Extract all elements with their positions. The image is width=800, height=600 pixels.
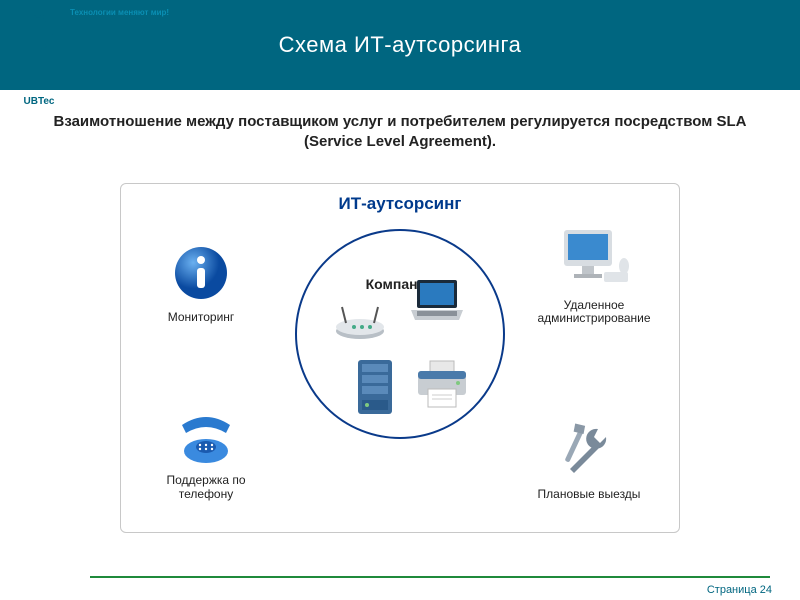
laptop-icon	[407, 276, 467, 329]
remote-admin-label: Удаленное администрирование	[529, 299, 659, 327]
onsite-label: Плановые выезды	[538, 488, 641, 502]
company-logo-icon	[18, 6, 64, 52]
monitoring-label: Мониторинг	[168, 311, 235, 325]
diagram-container: ИТ-аутсорсинг Компания	[120, 183, 680, 533]
page-number: Страница 24	[707, 584, 772, 596]
tools-icon	[558, 421, 620, 484]
tagline-text: Технологии меняют мир!	[70, 8, 169, 17]
company-circle: Компания	[295, 229, 505, 439]
telephone-icon	[174, 411, 238, 470]
logo-area: UBTec Технологии меняют мир!	[18, 6, 169, 107]
remote-admin-node: Удаленное администрирование	[529, 224, 659, 327]
phone-support-node: Поддержка по телефону	[151, 411, 261, 502]
server-icon	[352, 356, 398, 423]
footer-divider	[90, 576, 770, 578]
printer-icon	[412, 359, 472, 416]
phone-support-label: Поддержка по телефону	[151, 474, 261, 502]
router-icon	[332, 301, 388, 346]
brand-name: UBTec	[24, 96, 55, 107]
onsite-node: Плановые выезды	[529, 421, 649, 502]
info-sphere-icon	[172, 244, 230, 307]
monitoring-node: Мониторинг	[151, 244, 251, 325]
header-bar: UBTec Технологии меняют мир! Схема ИТ-ау…	[0, 0, 800, 90]
diagram-title: ИТ-аутсорсинг	[339, 194, 462, 214]
desktop-pc-icon	[556, 224, 632, 295]
subtitle-text: Взаимотношение между поставщиком услуг и…	[50, 112, 750, 153]
